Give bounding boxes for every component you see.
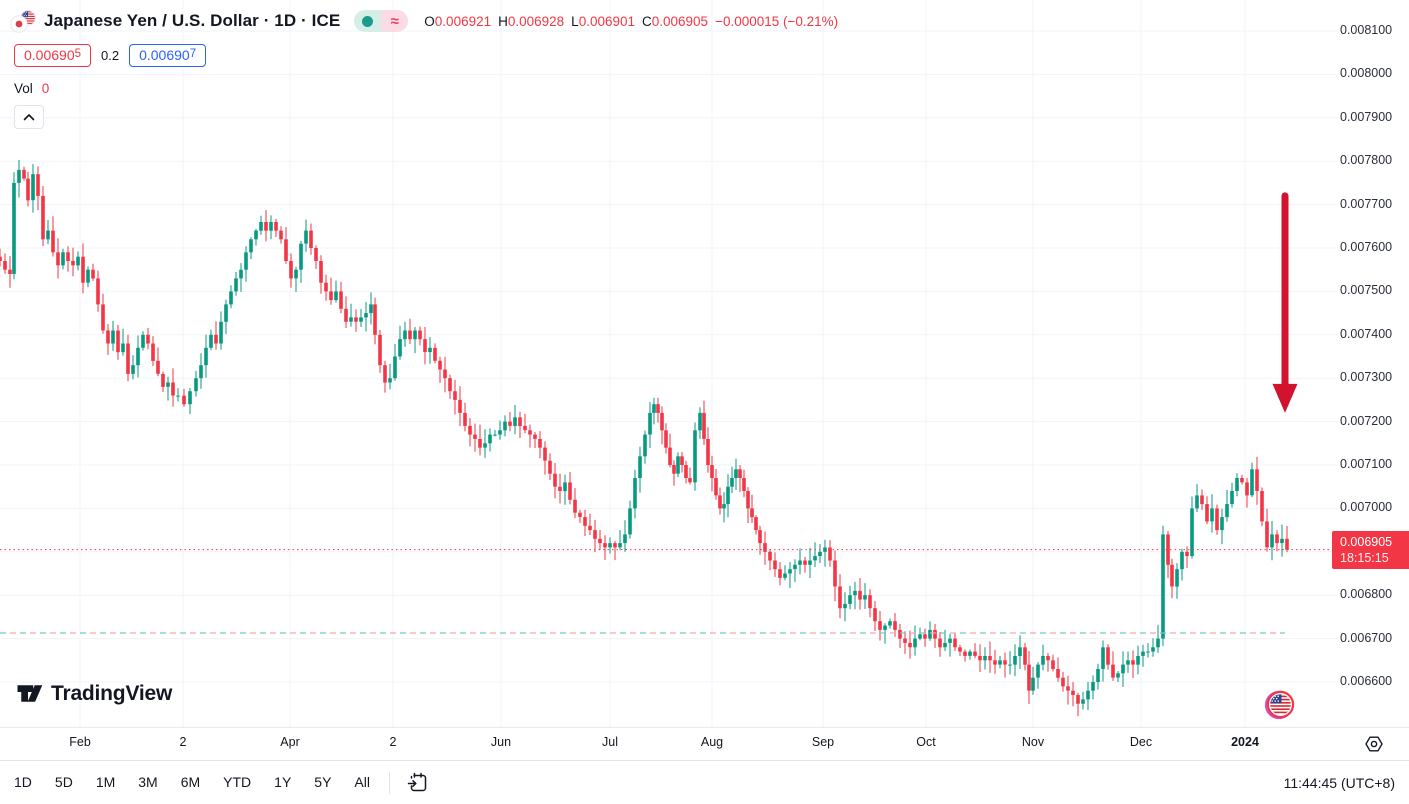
time-axis-label: 2 <box>389 735 397 749</box>
chart-legend: Japanese Yen / U.S. Dollar · 1D · ICE ≈ … <box>10 8 838 129</box>
range-button-1m[interactable]: 1M <box>95 773 116 790</box>
range-button-ytd[interactable]: YTD <box>223 773 252 790</box>
price-axis-label: 0.008000 <box>1340 66 1393 81</box>
price-axis[interactable]: 0.008100 0.008000 0.007900 0.007800 0.007700… <box>1332 0 1409 727</box>
bottom-toolbar: 1D 5D 1M 3M 6M YTD 1Y 5Y All 11:44:45 (UTC+8) <box>0 760 1409 804</box>
ohlc-change: −0.000015 (−0.21%) <box>715 13 839 29</box>
chart-settings-button[interactable] <box>1362 732 1386 756</box>
price-axis-label: 0.006800 <box>1340 587 1393 602</box>
market-open-dot-icon <box>362 15 374 27</box>
time-axis-label: Sep <box>811 735 835 749</box>
price-axis-label: 0.006600 <box>1340 674 1393 688</box>
price-axis-label: 0.007700 <box>1340 196 1393 211</box>
price-axis-label: 0.007200 <box>1340 413 1393 428</box>
jpy-usd-flags-icon <box>10 9 36 33</box>
time-axis-label: 2024 <box>1231 735 1259 749</box>
us-flag-badge-icon <box>1264 689 1296 721</box>
time-axis-label: Dec <box>1129 735 1153 749</box>
time-axis-label: Apr <box>280 735 300 749</box>
ohlc-item: H0.006928 <box>498 13 565 29</box>
price-axis-label: 0.008100 <box>1340 23 1393 37</box>
chevron-up-icon <box>23 114 35 121</box>
price-axis-label: 0.007600 <box>1340 240 1393 254</box>
ohlc-item: O0.006921 <box>424 13 492 29</box>
volume-label: Vol <box>14 81 33 96</box>
price-axis-label: 0.007300 <box>1340 370 1393 385</box>
price-axis-label: 0.006700 <box>1340 630 1393 645</box>
collapse-pane-button[interactable] <box>14 105 44 129</box>
time-axis-label: 2 <box>179 735 187 749</box>
spread-value: 0.2 <box>101 48 120 63</box>
ohlc-readout: O0.006921 H0.006928 L0.006901 C0.006905 −0.… <box>424 14 838 29</box>
price-axis-label: 0.007900 <box>1340 109 1393 124</box>
range-button-6m[interactable]: 6M <box>180 773 201 790</box>
last-price-value: 0.006905 <box>1340 534 1393 549</box>
price-axis-label: 0.007100 <box>1340 457 1393 471</box>
toolbar-divider <box>388 771 390 794</box>
price-axis-label: 0.007800 <box>1340 153 1393 168</box>
last-price-label: 0.006905 18:15:15 <box>1332 530 1409 569</box>
delayed-data-icon: ≈ <box>381 10 409 32</box>
volume-value: 0 <box>41 81 50 96</box>
bar-countdown: 18:15:15 <box>1340 550 1389 565</box>
range-button-5y[interactable]: 5Y <box>314 773 332 790</box>
market-open-segment <box>354 10 382 32</box>
time-axis-label: Nov <box>1021 735 1045 749</box>
tradingview-logo: TradingView <box>16 680 172 707</box>
time-axis-label: Oct <box>916 735 936 749</box>
go-to-date-button[interactable] <box>406 771 429 794</box>
tradingview-mark-icon <box>17 685 43 702</box>
sell-price-button[interactable]: 0.006905 <box>14 44 92 67</box>
time-axis-label: Jun <box>490 735 512 749</box>
buy-price-button[interactable]: 0.006907 <box>129 44 207 67</box>
price-axis-label: 0.007400 <box>1340 326 1393 341</box>
market-status-toggle[interactable]: ≈ <box>354 10 409 32</box>
volume-readout: Vol 0 <box>14 81 838 96</box>
ohlc-item: L0.006901 <box>571 13 635 29</box>
time-axis-label: Feb <box>69 735 91 749</box>
tradingview-logo-text: TradingView <box>51 681 173 705</box>
ohlc-item: C0.006905 <box>642 13 709 29</box>
session-clock[interactable]: 11:44:45 (UTC+8) <box>1283 774 1395 791</box>
range-button-3m[interactable]: 3M <box>138 773 158 790</box>
price-axis-label: 0.007500 <box>1340 283 1393 298</box>
hexagon-settings-icon <box>1365 736 1383 752</box>
symbol-title[interactable]: Japanese Yen / U.S. Dollar · 1D · ICE <box>44 11 341 30</box>
price-axis-label: 0.007000 <box>1340 500 1393 515</box>
range-button-1d[interactable]: 1D <box>14 773 32 790</box>
range-button-all[interactable]: All <box>354 773 370 790</box>
candlestick-chart[interactable] <box>0 0 1409 727</box>
range-button-1y[interactable]: 1Y <box>274 773 292 790</box>
time-axis[interactable]: Feb 2 Apr 2 Jun Jul Aug Sep Oct Nov Dec 2024 <box>0 727 1409 760</box>
time-axis-label: Aug <box>700 735 724 749</box>
time-axis-label: Jul <box>602 735 618 749</box>
calendar-goto-icon <box>407 772 427 792</box>
range-button-5d[interactable]: 5D <box>54 773 73 790</box>
